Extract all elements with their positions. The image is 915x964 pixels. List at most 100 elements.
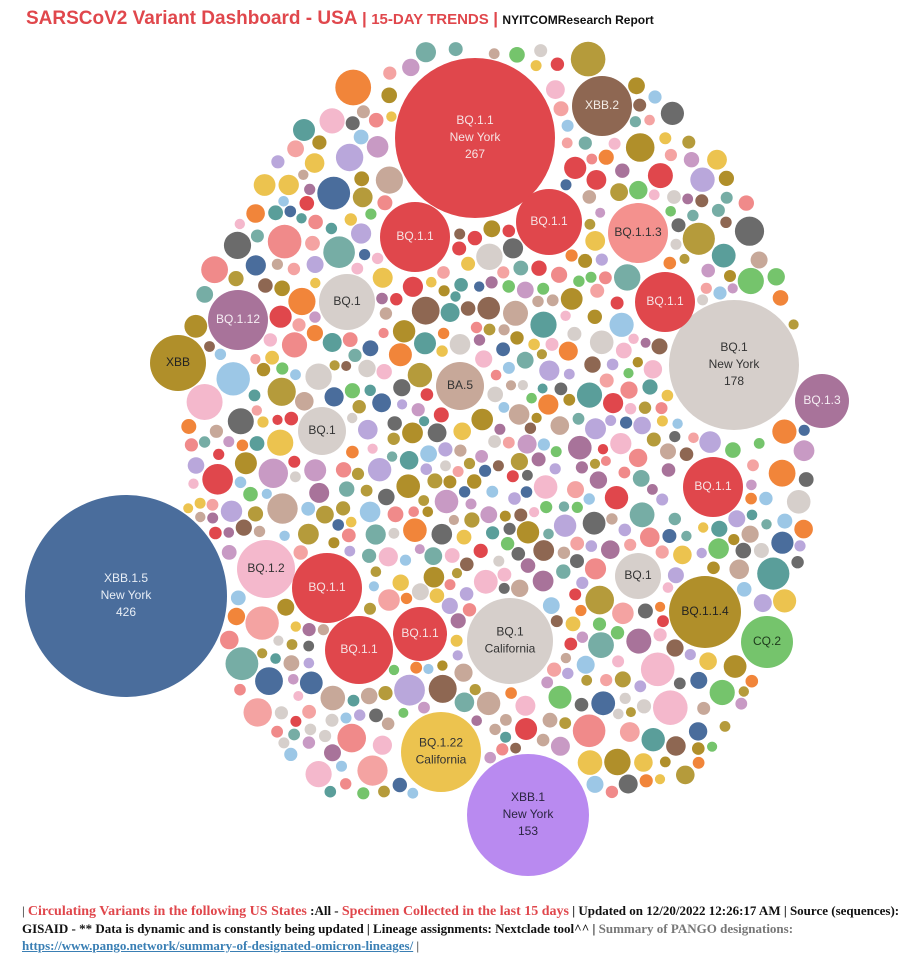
variant-bubble[interactable]: [441, 597, 458, 615]
variant-bubble[interactable]: [550, 446, 562, 458]
variant-bubble[interactable]: [340, 778, 352, 790]
variant-bubble[interactable]: [761, 519, 772, 530]
bubble-circle[interactable]: [380, 202, 450, 272]
variant-bubble[interactable]: [625, 707, 636, 718]
bubble-circle[interactable]: [467, 598, 553, 684]
bubble-circle[interactable]: [741, 616, 793, 668]
variant-bubble[interactable]: [515, 695, 536, 716]
variant-bubble[interactable]: [668, 512, 681, 526]
variant-bubble[interactable]: [773, 589, 797, 613]
variant-bubble[interactable]: [290, 715, 302, 727]
variant-bubble[interactable]: [647, 484, 658, 495]
variant-bubble[interactable]: [181, 419, 197, 434]
variant-bubble[interactable]: [584, 356, 601, 373]
variant-bubble[interactable]: [422, 506, 434, 518]
labeled-bubble[interactable]: BQ.1.1: [635, 272, 695, 332]
variant-bubble[interactable]: [541, 676, 554, 689]
variant-bubble[interactable]: [454, 692, 475, 713]
variant-bubble[interactable]: [271, 258, 283, 270]
variant-bubble[interactable]: [356, 105, 370, 119]
variant-bubble[interactable]: [451, 568, 463, 579]
variant-bubble[interactable]: [476, 691, 501, 716]
variant-bubble[interactable]: [735, 697, 748, 710]
variant-bubble[interactable]: [448, 42, 463, 57]
variant-bubble[interactable]: [257, 416, 269, 428]
variant-bubble[interactable]: [420, 445, 437, 463]
bubble-circle[interactable]: [683, 457, 743, 517]
variant-bubble[interactable]: [701, 263, 715, 278]
variant-bubble[interactable]: [531, 260, 547, 276]
variant-bubble[interactable]: [632, 357, 643, 368]
variant-bubble[interactable]: [341, 361, 352, 371]
variant-bubble[interactable]: [529, 506, 540, 518]
variant-bubble[interactable]: [586, 170, 607, 190]
variant-bubble[interactable]: [283, 655, 300, 672]
variant-bubble[interactable]: [431, 523, 453, 545]
labeled-bubble[interactable]: BQ.1.2: [237, 540, 295, 598]
variant-bubble[interactable]: [465, 498, 477, 510]
variant-bubble[interactable]: [418, 495, 430, 506]
variant-bubble[interactable]: [573, 275, 585, 287]
variant-bubble[interactable]: [692, 756, 705, 769]
variant-bubble[interactable]: [753, 543, 769, 558]
variant-bubble[interactable]: [533, 475, 558, 499]
variant-bubble[interactable]: [473, 569, 498, 594]
variant-bubble[interactable]: [547, 662, 562, 677]
variant-bubble[interactable]: [223, 436, 235, 448]
variant-bubble[interactable]: [324, 387, 344, 407]
variant-bubble[interactable]: [221, 545, 237, 560]
variant-bubble[interactable]: [287, 140, 304, 158]
labeled-bubble[interactable]: BQ.1: [615, 553, 661, 599]
variant-bubble[interactable]: [381, 87, 398, 104]
pango-link[interactable]: https://www.pango.network/summary-of-des…: [22, 938, 414, 953]
variant-bubble[interactable]: [344, 213, 357, 226]
variant-bubble[interactable]: [452, 650, 463, 661]
bubble-circle[interactable]: [25, 495, 227, 697]
variant-bubble[interactable]: [582, 190, 597, 204]
variant-bubble[interactable]: [223, 231, 252, 259]
variant-bubble[interactable]: [276, 362, 289, 375]
variant-bubble[interactable]: [605, 785, 619, 799]
variant-bubble[interactable]: [728, 534, 740, 546]
variant-bubble[interactable]: [295, 392, 314, 411]
variant-bubble[interactable]: [234, 218, 245, 230]
variant-bubble[interactable]: [214, 348, 227, 360]
variant-bubble[interactable]: [581, 674, 593, 686]
variant-bubble[interactable]: [603, 393, 624, 414]
variant-bubble[interactable]: [483, 323, 496, 336]
variant-bubble[interactable]: [576, 655, 595, 674]
variant-bubble[interactable]: [397, 399, 408, 410]
variant-bubble[interactable]: [641, 728, 665, 752]
variant-bubble[interactable]: [757, 557, 790, 590]
variant-bubble[interactable]: [586, 153, 598, 165]
variant-bubble[interactable]: [305, 363, 332, 390]
variant-bubble[interactable]: [509, 47, 525, 63]
variant-bubble[interactable]: [352, 400, 366, 414]
variant-bubble[interactable]: [386, 451, 398, 462]
variant-bubble[interactable]: [690, 671, 708, 689]
variant-bubble[interactable]: [615, 163, 630, 178]
variant-bubble[interactable]: [563, 368, 575, 380]
variant-bubble[interactable]: [577, 750, 603, 775]
variant-bubble[interactable]: [794, 519, 813, 539]
variant-bubble[interactable]: [460, 557, 474, 572]
variant-bubble[interactable]: [408, 506, 420, 517]
variant-bubble[interactable]: [287, 262, 301, 276]
variant-bubble[interactable]: [738, 195, 754, 211]
variant-bubble[interactable]: [354, 171, 370, 187]
variant-bubble[interactable]: [269, 305, 292, 328]
variant-bubble[interactable]: [545, 337, 559, 351]
variant-bubble[interactable]: [387, 416, 402, 431]
variant-bubble[interactable]: [750, 251, 768, 269]
variant-bubble[interactable]: [638, 401, 652, 414]
variant-bubble[interactable]: [207, 512, 219, 524]
labeled-bubble[interactable]: XBB.1.5 New York 426: [25, 495, 227, 697]
variant-bubble[interactable]: [719, 721, 731, 732]
variant-bubble[interactable]: [392, 320, 416, 343]
variant-bubble[interactable]: [597, 444, 609, 455]
variant-bubble[interactable]: [201, 256, 229, 284]
variant-bubble[interactable]: [377, 195, 393, 211]
variant-bubble[interactable]: [309, 311, 321, 323]
variant-bubble[interactable]: [500, 731, 512, 743]
variant-bubble[interactable]: [303, 640, 315, 652]
